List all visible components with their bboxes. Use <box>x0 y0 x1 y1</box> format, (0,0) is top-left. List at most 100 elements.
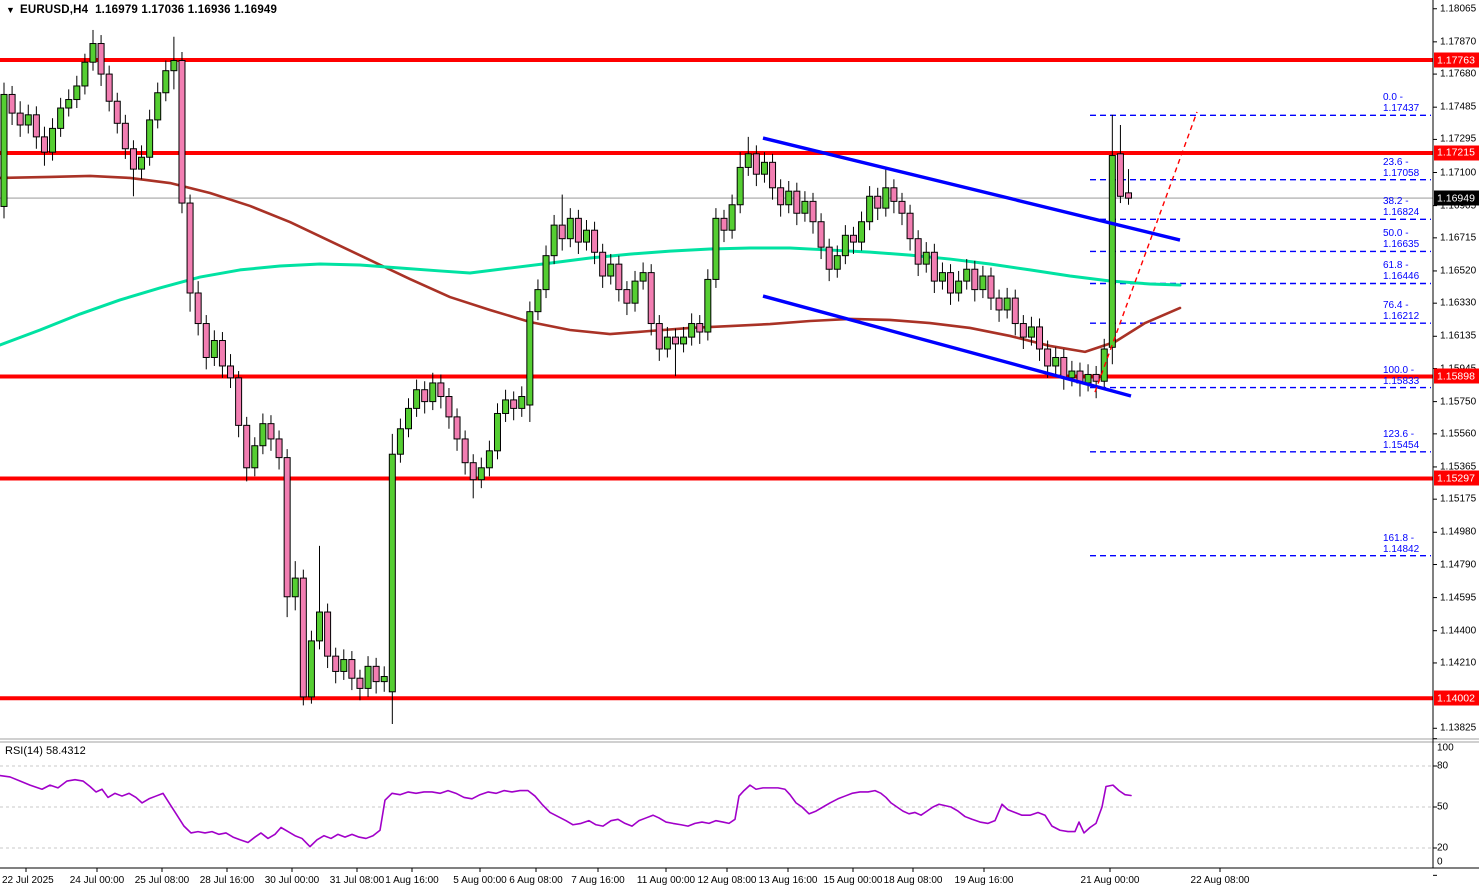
bear-candle <box>574 217 582 243</box>
rsi-line <box>0 774 1132 848</box>
bear-candle <box>849 234 857 243</box>
bull-candle <box>316 611 324 642</box>
bear-candle <box>655 323 663 350</box>
time-axis-label: 5 Aug 00:00 <box>453 875 507 886</box>
bear-candle <box>348 659 356 679</box>
bear-candle <box>1125 192 1133 199</box>
bull-candle <box>57 107 65 129</box>
bear-candle <box>971 268 979 291</box>
price-axis-tick-label: 1.17680 <box>1440 68 1477 80</box>
time-axis-label: 22 Jul 2025 <box>2 875 54 886</box>
bear-candle <box>283 457 291 598</box>
bear-candle <box>469 462 477 481</box>
bull-candle <box>24 114 32 126</box>
bear-candle <box>1019 323 1027 338</box>
bull-candle <box>307 640 315 698</box>
bull-candle <box>744 153 752 168</box>
price-axis-tick-label: 1.17870 <box>1440 36 1477 48</box>
bull-candle <box>1084 373 1092 384</box>
bear-candle <box>793 190 801 214</box>
bear-candle <box>243 424 251 469</box>
bull-candle <box>251 445 259 469</box>
bull-candle <box>582 229 590 243</box>
price-axis-tick-label: 1.16715 <box>1440 232 1477 244</box>
time-axis-label: 31 Jul 08:00 <box>329 875 385 886</box>
price-axis-tick-label: 1.16330 <box>1440 297 1477 309</box>
fib-level-label: 0.0 - 1.17437 <box>1383 92 1420 115</box>
bear-candle <box>1011 297 1019 325</box>
rsi-axis-tick-label: 20 <box>1437 842 1449 854</box>
bull-candle <box>922 251 930 265</box>
bull-candle <box>493 412 501 452</box>
bear-candle <box>809 200 817 223</box>
bull-candle <box>712 217 720 280</box>
bull-candle <box>663 336 671 350</box>
bear-candle <box>227 365 235 379</box>
bull-candle <box>736 166 744 206</box>
bull-candle <box>429 382 437 403</box>
rsi-indicator-label: RSI(14) 58.4312 <box>5 745 86 757</box>
time-axis-label: 7 Aug 16:00 <box>571 875 625 886</box>
current-price-badge: 1.16949 <box>1434 190 1479 206</box>
bull-candle <box>688 323 696 338</box>
price-axis-tick-label: 1.14980 <box>1440 526 1477 538</box>
fib-level-label: 50.0 - 1.16635 <box>1383 228 1420 251</box>
price-axis-tick-label: 1.15560 <box>1440 428 1477 440</box>
bear-candle <box>121 122 129 150</box>
bear-candle <box>995 297 1003 311</box>
projection-dashed-line[interactable] <box>1094 111 1198 393</box>
symbol-dropdown-icon[interactable]: ▼ <box>6 5 15 15</box>
bear-candle <box>299 577 307 698</box>
bull-candle <box>1052 356 1060 367</box>
price-axis-tick-label: 1.15365 <box>1440 461 1477 473</box>
bull-candle <box>833 255 841 270</box>
bull-candle <box>728 204 736 231</box>
bull-candle <box>785 190 793 206</box>
bear-candle <box>647 272 655 325</box>
rsi-axis-tick-label: 0 <box>1437 856 1443 868</box>
price-axis-tick-label: 1.15750 <box>1440 396 1477 408</box>
bull-candle <box>154 92 162 121</box>
bear-candle <box>461 438 469 464</box>
trendline-channel-upper[interactable] <box>762 136 1181 242</box>
fib-level-label: 76.4 - 1.16212 <box>1383 300 1420 323</box>
level-price-badge: 1.17763 <box>1434 52 1479 68</box>
time-axis-label: 21 Aug 00:00 <box>1080 875 1140 886</box>
bear-candle <box>987 275 995 299</box>
bear-candle <box>445 396 453 418</box>
price-axis-tick-label: 1.13825 <box>1440 722 1477 734</box>
bear-candle <box>769 161 777 189</box>
price-axis-tick-label: 1.14400 <box>1440 625 1477 637</box>
bear-candle <box>186 202 194 294</box>
bull-candle <box>210 340 218 358</box>
price-axis-tick-label: 1.14790 <box>1440 559 1477 571</box>
bear-candle <box>874 195 882 209</box>
bear-candle <box>218 340 226 367</box>
bear-candle <box>372 665 380 683</box>
price-axis-tick-label: 1.16135 <box>1440 330 1477 342</box>
bear-candle <box>97 43 105 75</box>
bull-candle <box>841 234 849 257</box>
bull-candle <box>396 428 404 455</box>
bull-candle <box>760 161 768 175</box>
bull-candle <box>607 263 615 277</box>
bull-candle <box>526 311 534 406</box>
bear-candle <box>202 323 210 358</box>
bear-candle <box>16 112 24 126</box>
bear-candle <box>930 251 938 282</box>
bear-candle <box>421 389 429 403</box>
bear-candle <box>267 423 275 440</box>
bull-candle <box>534 289 542 313</box>
bear-candle <box>825 246 833 270</box>
candles-layer[interactable] <box>0 29 1133 725</box>
symbol-title: EURUSD,H4 1.16979 1.17036 1.16936 1.1694… <box>20 4 277 16</box>
bull-candle <box>518 396 526 409</box>
bear-candle <box>777 187 785 206</box>
trendline-channel-lower[interactable] <box>762 294 1132 398</box>
bull-candle <box>542 255 550 291</box>
bull-candle <box>858 221 866 243</box>
price-axis-tick-label: 1.18065 <box>1440 3 1477 15</box>
bear-candle <box>558 224 566 240</box>
bear-candle <box>591 229 599 253</box>
